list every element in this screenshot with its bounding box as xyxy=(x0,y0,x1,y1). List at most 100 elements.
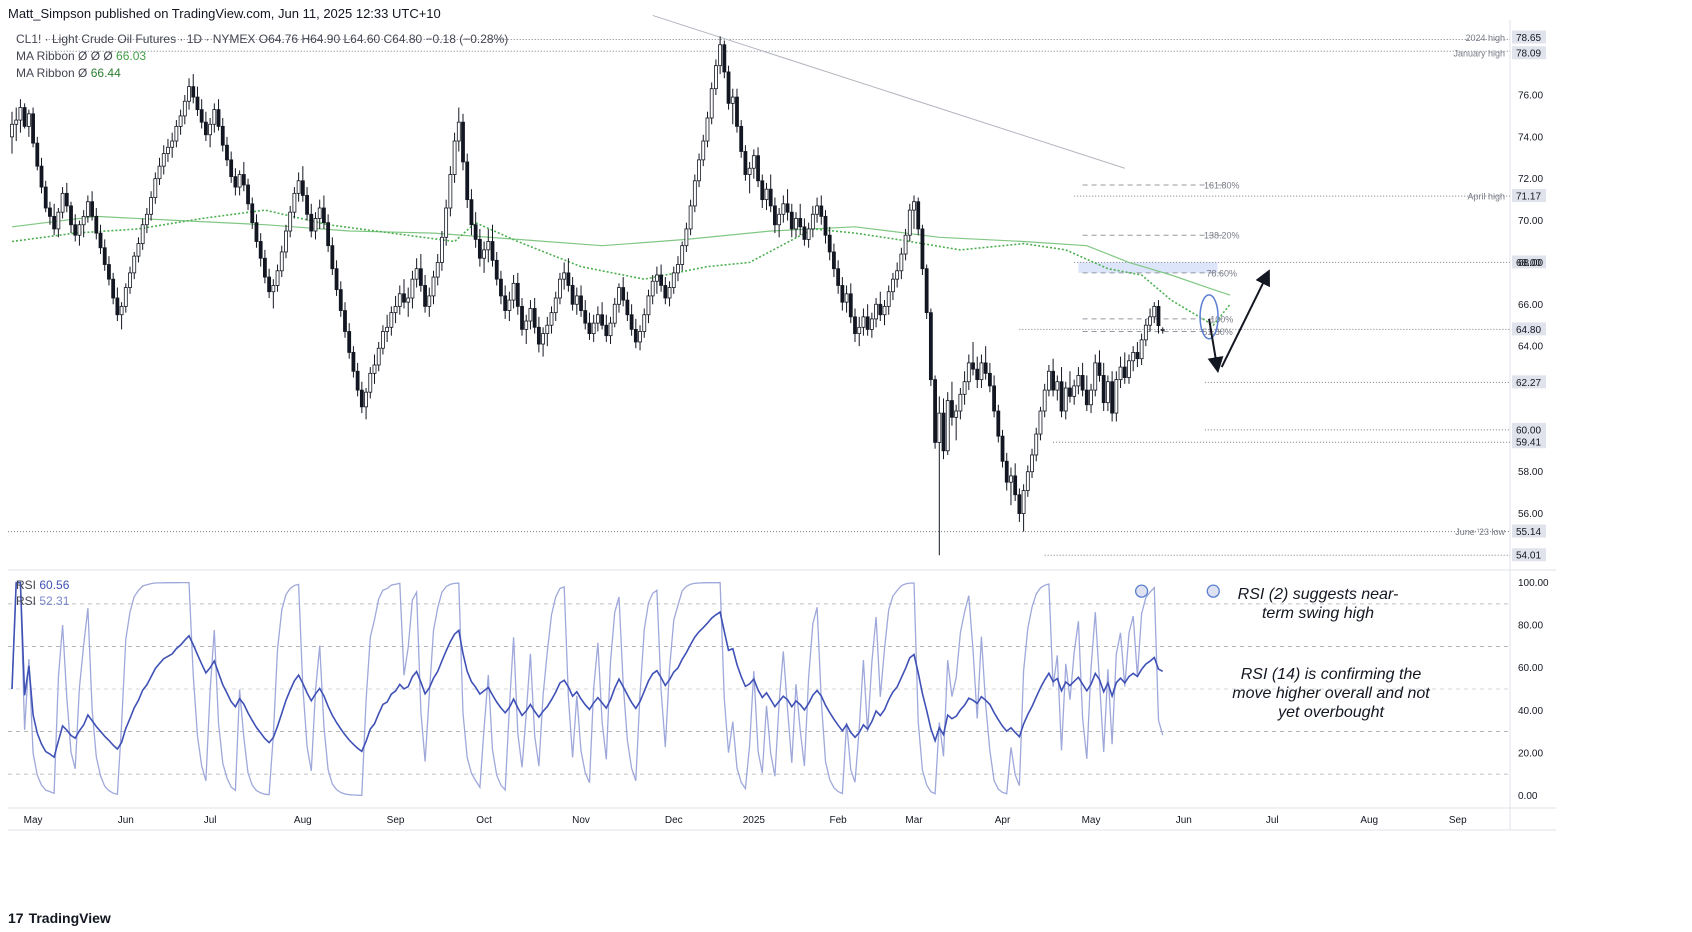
candle-body xyxy=(996,410,1001,437)
candle-body xyxy=(844,293,849,303)
candle-body xyxy=(107,264,111,280)
candlestick xyxy=(966,354,971,391)
candle-body xyxy=(1000,435,1005,462)
candle-body xyxy=(524,320,529,330)
candle-body xyxy=(886,291,891,307)
candle-body xyxy=(1021,490,1026,514)
candlestick xyxy=(773,197,777,234)
candlestick xyxy=(385,314,390,342)
candle-body xyxy=(359,389,364,408)
ma-ribbon-legend-2[interactable]: MA Ribbon Ø 66.44 xyxy=(16,66,121,80)
candlestick xyxy=(161,145,166,175)
candle-body xyxy=(499,278,503,297)
candle-body xyxy=(473,224,478,240)
candlestick xyxy=(659,264,664,292)
candlestick xyxy=(170,132,175,158)
candle-body xyxy=(857,326,862,334)
candlestick xyxy=(73,214,78,242)
candle-body xyxy=(1076,375,1081,387)
candle-body xyxy=(882,305,887,316)
rsi-legend-2[interactable]: RSI 52.31 xyxy=(16,594,69,608)
candlestick xyxy=(891,272,895,301)
candle-body xyxy=(490,241,495,261)
candlestick xyxy=(208,118,213,148)
candle-body xyxy=(119,305,124,316)
candlestick xyxy=(452,132,457,183)
candlestick xyxy=(338,281,343,317)
candlestick xyxy=(722,40,727,79)
candle-body xyxy=(532,308,537,328)
candlestick xyxy=(136,237,141,263)
time-tick-label: 2025 xyxy=(743,815,766,826)
candle-body xyxy=(1059,381,1064,412)
time-tick-label: Apr xyxy=(995,815,1011,826)
candlestick xyxy=(1034,427,1039,462)
candle-body xyxy=(667,287,672,299)
candlestick xyxy=(182,94,187,125)
level-price-tag xyxy=(1512,46,1546,60)
tradingview-logo[interactable]: 17 TradingView xyxy=(8,910,111,926)
candlestick xyxy=(920,224,925,275)
candle-body xyxy=(203,121,208,136)
ma-ribbon-legend-1[interactable]: MA Ribbon Ø Ø Ø 66.03 xyxy=(16,49,146,63)
candlestick xyxy=(35,136,40,171)
candle-body xyxy=(1055,381,1060,391)
candlestick xyxy=(579,285,583,317)
candlestick xyxy=(267,268,272,298)
candlestick xyxy=(857,316,862,347)
candlestick xyxy=(642,308,647,338)
candle-body xyxy=(663,285,668,299)
candlestick xyxy=(14,107,19,142)
candlestick xyxy=(292,187,297,219)
candle-body xyxy=(1160,328,1165,331)
candle-body xyxy=(1009,475,1013,483)
candlestick xyxy=(56,208,61,238)
candlestick xyxy=(220,118,225,152)
candle-body xyxy=(549,312,554,326)
price-tick-label: 74.00 xyxy=(1518,132,1543,143)
candlestick xyxy=(225,136,229,167)
tradingview-brand: TradingView xyxy=(28,910,111,926)
candlestick xyxy=(102,239,107,271)
time-tick-label: Aug xyxy=(1360,815,1378,826)
candlestick xyxy=(1080,362,1085,397)
candlestick xyxy=(39,157,44,194)
candle-body xyxy=(751,155,756,169)
rsi-legend-1[interactable]: RSI 60.56 xyxy=(16,578,69,592)
candle-body xyxy=(570,285,575,305)
candle-body xyxy=(827,234,832,253)
level-name-label: January high xyxy=(1453,49,1505,59)
candlestick xyxy=(587,312,592,340)
candle-body xyxy=(178,115,183,127)
candle-body xyxy=(709,88,714,119)
candlestick xyxy=(364,388,368,420)
candle-body xyxy=(102,247,107,265)
symbol-legend[interactable]: CL1! · Light Crude Oil Futures · 1D · NY… xyxy=(16,32,508,46)
candlestick xyxy=(326,214,331,252)
candle-body xyxy=(625,299,630,316)
candle-body xyxy=(937,412,942,443)
candle-body xyxy=(541,333,545,345)
candlestick xyxy=(1122,352,1127,384)
candle-body xyxy=(823,215,828,236)
candle-body xyxy=(246,184,250,205)
candlestick xyxy=(768,174,773,213)
candlestick xyxy=(899,247,904,280)
candle-body xyxy=(64,192,69,207)
candle-body xyxy=(503,295,508,311)
candle-body xyxy=(1127,360,1131,378)
candlestick xyxy=(941,398,946,460)
candlestick xyxy=(94,208,99,240)
candle-body xyxy=(275,270,280,286)
rsi14-annotation: RSI (14) is confirming the move higher o… xyxy=(1232,666,1430,721)
price-tick-label: 68.00 xyxy=(1518,258,1543,269)
candlestick xyxy=(431,270,436,305)
candle-body xyxy=(397,293,402,307)
candlestick xyxy=(456,107,461,152)
level-name-label: June '23 low xyxy=(1455,527,1505,537)
candle-body xyxy=(1004,460,1009,483)
candle-body xyxy=(414,268,419,280)
candle-body xyxy=(671,272,676,288)
candlestick xyxy=(246,178,250,211)
projection-arrow xyxy=(1220,269,1270,368)
